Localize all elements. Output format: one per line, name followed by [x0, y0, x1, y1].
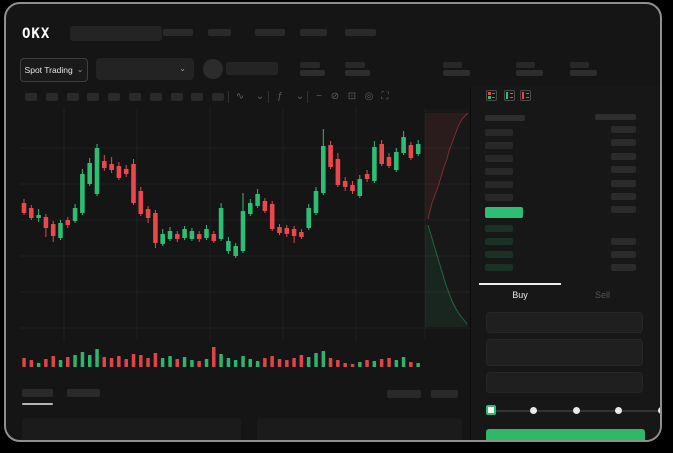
ask-row-skeleton[interactable]	[485, 129, 513, 136]
camera-icon[interactable]: ⊡	[347, 91, 357, 102]
nav-item-skeleton	[255, 29, 285, 36]
timeframe-skeleton	[108, 93, 121, 101]
okx-logo[interactable]: OKX	[22, 26, 51, 42]
pair-selector[interactable]: ⌄	[96, 58, 194, 80]
orderbook-sell-icon[interactable]	[520, 90, 531, 101]
timeframe-skeleton	[149, 93, 162, 101]
chevron-down-icon[interactable]: ⌄	[255, 91, 265, 102]
amount-input[interactable]	[486, 339, 643, 366]
timeframe-skeleton	[25, 93, 37, 101]
ask-row-skeleton[interactable]	[485, 181, 513, 188]
tab-buy[interactable]: Buy	[479, 282, 561, 308]
nav-item-skeleton	[163, 29, 193, 36]
slider-dot[interactable]	[572, 406, 580, 414]
chevron-down-icon: ⌄	[76, 65, 84, 74]
amount-row-skeleton	[611, 126, 636, 133]
amount-row-skeleton	[611, 251, 636, 258]
orderbook-buy-icon[interactable]	[504, 90, 515, 101]
chevron-down-icon: ⌄	[179, 64, 186, 73]
market-bar: Spot Trading ⌄ ⌄	[6, 52, 660, 88]
ask-row-skeleton[interactable]	[485, 194, 513, 201]
bid-row-skeleton[interactable]	[485, 251, 513, 258]
ask-row-skeleton[interactable]	[485, 155, 513, 162]
orders-panel-skeleton	[22, 418, 241, 440]
timeframe-skeleton	[45, 93, 58, 101]
chart-toolbar: ∿ ⌄ ƒ ⌄ ~ ⊘ ⊡ ◎ ⛶	[6, 88, 466, 108]
amount-row-skeleton	[611, 152, 636, 160]
eraser-icon[interactable]: ⊘	[330, 91, 340, 102]
nav-item-skeleton	[345, 29, 376, 36]
chart-type-icon[interactable]: ∿	[235, 91, 245, 102]
coin-avatar	[203, 59, 223, 79]
price-col-header-skeleton	[485, 115, 525, 121]
tab-sell[interactable]: Sell	[561, 282, 644, 308]
slider-handle[interactable]	[486, 405, 496, 415]
nav-item-skeleton	[300, 29, 327, 36]
nav-item-skeleton	[208, 29, 231, 36]
ask-row-skeleton[interactable]	[485, 168, 513, 175]
amount-row-skeleton	[611, 139, 636, 147]
fullscreen-icon[interactable]: ⛶	[381, 91, 389, 102]
bottom-action-skeleton	[387, 390, 421, 398]
market-type-selector[interactable]: Spot Trading ⌄	[20, 58, 88, 82]
bottom-action-skeleton	[431, 390, 458, 398]
buy-submit-button[interactable]	[486, 429, 645, 440]
trade-sidebar: Buy Sell	[470, 86, 660, 440]
market-type-label: Spot Trading	[24, 65, 73, 75]
ask-row-skeleton[interactable]	[485, 142, 513, 149]
amount-row-skeleton	[611, 193, 636, 200]
slider-dot[interactable]	[615, 406, 622, 414]
amount-row-skeleton	[611, 238, 636, 245]
buy-tab-indicator	[479, 283, 561, 285]
timeframe-skeleton	[87, 93, 100, 101]
orderbook-combined-icon[interactable]	[486, 90, 497, 101]
bottom-tabs	[6, 384, 466, 414]
price-input[interactable]	[486, 312, 643, 333]
amount-col-header-skeleton	[595, 114, 636, 120]
slider-dot[interactable]	[657, 406, 660, 414]
tab-buy-label: Buy	[512, 290, 528, 300]
app-window: OKX Spot Trading ⌄ ⌄	[4, 2, 662, 442]
top-nav: OKX	[6, 4, 660, 52]
timeframe-skeleton	[129, 93, 141, 101]
timeframe-skeleton	[212, 93, 225, 101]
timeframe-skeleton	[191, 93, 204, 101]
slider-dot[interactable]	[530, 406, 537, 414]
amount-row-skeleton	[611, 166, 636, 174]
candlestick-chart[interactable]	[20, 108, 470, 370]
amount-row-skeleton	[611, 264, 636, 271]
amount-slider[interactable]	[471, 401, 660, 421]
bid-row-skeleton[interactable]	[485, 238, 513, 245]
last-price-bar[interactable]	[485, 207, 523, 218]
settings-icon[interactable]: ◎	[364, 91, 374, 102]
chevron-down-icon-2[interactable]: ⌄	[295, 91, 305, 102]
bid-row-skeleton[interactable]	[485, 264, 513, 271]
amount-row-skeleton	[611, 179, 636, 187]
amount-row-skeleton	[611, 206, 636, 214]
timeframe-skeleton	[66, 93, 79, 101]
tab-skeleton[interactable]	[67, 389, 100, 397]
tab-skeleton-active[interactable]	[22, 389, 53, 397]
timeframe-skeleton	[170, 93, 183, 101]
history-panel-skeleton	[257, 418, 462, 440]
trend-line-icon[interactable]: ~	[316, 91, 322, 102]
nav-search-skeleton[interactable]	[70, 26, 162, 41]
total-input[interactable]	[486, 372, 643, 393]
tab-sell-label: Sell	[594, 290, 610, 300]
pair-name-skeleton	[226, 62, 278, 75]
bid-row-skeleton[interactable]	[485, 225, 513, 232]
active-tab-underline	[22, 403, 53, 405]
indicators-icon[interactable]: ƒ	[277, 91, 283, 102]
